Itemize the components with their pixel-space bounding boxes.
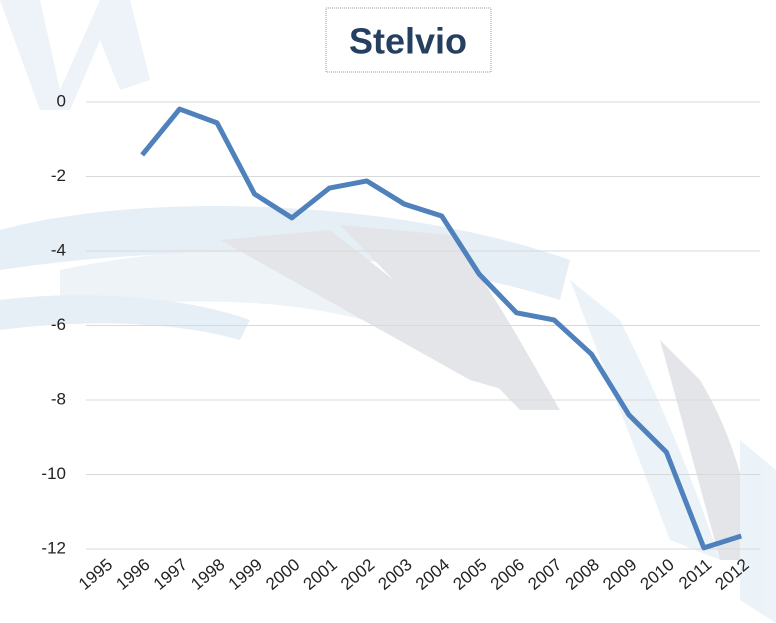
x-tick-label: 2001 — [300, 555, 341, 594]
x-tick-label: 1998 — [187, 555, 228, 594]
x-tick-label: 2011 — [675, 555, 715, 593]
x-tick-label: 2010 — [637, 555, 678, 594]
y-tick-label: -12 — [41, 538, 66, 557]
x-tick-label: 2007 — [524, 555, 565, 594]
y-tick-label: -6 — [51, 315, 66, 334]
chart-title: Stelvio — [349, 21, 467, 62]
x-tick-label: 1999 — [225, 555, 266, 594]
y-tick-label: -8 — [51, 389, 66, 408]
y-tick-label: -4 — [51, 240, 66, 259]
x-tick-label: 2008 — [562, 555, 603, 594]
x-tick-label: 2005 — [449, 555, 490, 594]
y-tick-label: -10 — [41, 464, 66, 483]
x-tick-label: 1996 — [112, 555, 153, 594]
background-decoration — [0, 0, 776, 623]
chart: Stelvio 0 -2 -4 -6 -8 -10 -12 19951996199719981… — [0, 0, 776, 623]
x-tick-label: 1995 — [75, 555, 116, 594]
y-tick-label: 0 — [57, 91, 66, 110]
x-tick-label: 2009 — [599, 555, 640, 594]
x-tick-label: 1997 — [150, 555, 191, 594]
y-tick-label: -2 — [51, 166, 66, 185]
x-tick-label: 2004 — [412, 555, 453, 594]
x-tick-label: 2003 — [375, 555, 416, 594]
x-tick-label: 2000 — [262, 555, 303, 594]
x-tick-label: 2006 — [487, 555, 528, 594]
x-tick-label: 2002 — [337, 555, 378, 594]
